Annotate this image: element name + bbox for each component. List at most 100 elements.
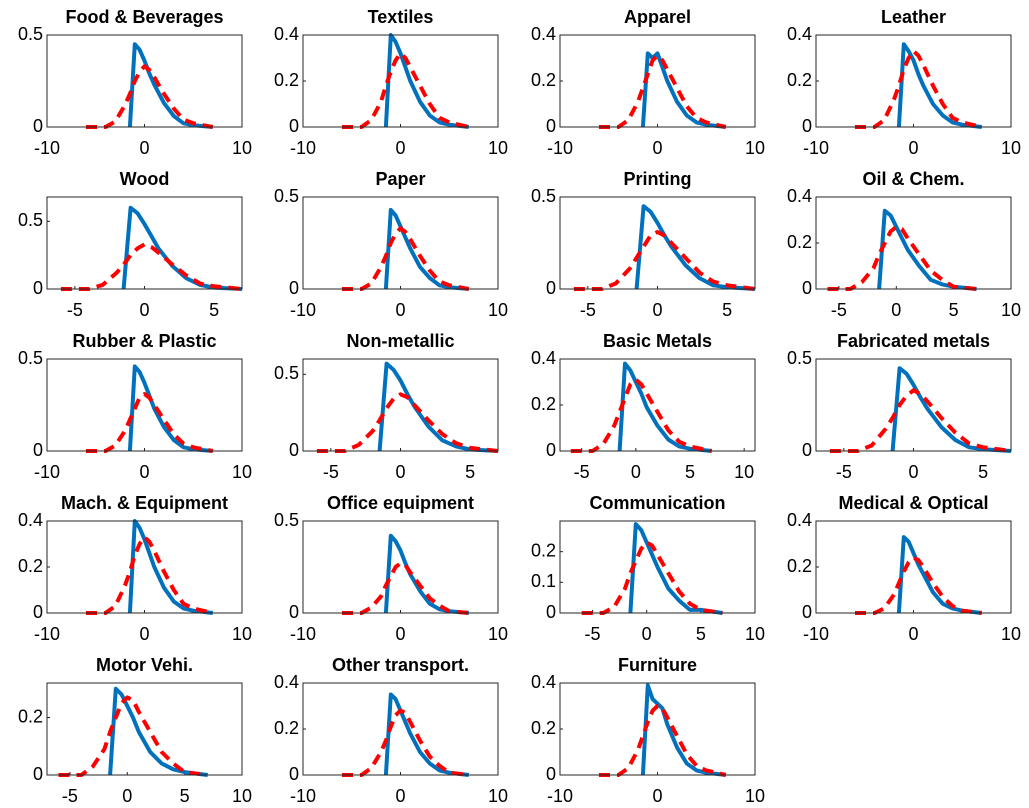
axes-box [815,358,1012,452]
subplot-title: Basic Metals [603,331,712,351]
x-tick-label: -10 [34,462,60,482]
subplot-title: Medical & Optical [838,493,988,513]
axes-box [815,196,1012,290]
y-tick-label: 0.2 [274,70,299,90]
axes-box [815,520,1012,614]
axes-box [46,196,243,290]
x-tick-label: -5 [580,300,596,320]
solid-curve [127,42,213,129]
x-tick-label: 10 [488,624,508,644]
y-tick-label: 0.4 [531,672,556,692]
x-tick-label: 5 [949,300,959,320]
x-tick-label: 0 [395,786,405,806]
y-tick-label: 0.5 [274,363,299,383]
dashed-curve [342,708,470,777]
y-tick-label: 0.2 [274,718,299,738]
x-tick-label: 5 [180,786,190,806]
x-tick-label: -10 [290,624,316,644]
x-tick-label: 0 [122,786,132,806]
x-tick-label: 10 [734,462,754,482]
subplot-title: Office equipment [327,493,474,513]
dashed-curve [855,555,983,615]
solid-curve [628,522,723,615]
subplot-title: Furniture [618,655,697,675]
y-tick-label: 0 [289,116,299,136]
axes-background [47,197,242,289]
axes-box [46,520,243,614]
axes-background [816,359,1011,451]
axes-background [303,197,498,289]
solid-curve [383,207,469,291]
axes-box [559,196,756,290]
y-tick-label: 0 [546,116,556,136]
x-tick-label: 0 [395,138,405,158]
solid-curve [896,535,983,615]
x-tick-label: 0 [891,300,901,320]
y-tick-label: 0 [289,764,299,784]
dashed-curve [86,64,214,129]
x-tick-label: 10 [232,786,252,806]
x-tick-label: 0 [395,624,405,644]
axes-box [46,682,243,776]
x-tick-label: -5 [574,462,590,482]
subplot-title: Oil & Chem. [862,169,964,189]
axes-background [303,683,498,775]
x-tick-label: 10 [488,786,508,806]
subplot-title: Rubber & Plastic [72,331,216,351]
x-tick-label: 10 [232,462,252,482]
axes-box [302,196,499,290]
axes-background [303,359,498,451]
solid-curve [127,364,213,453]
subplot-title: Communication [589,493,725,513]
x-tick-label: 10 [1001,624,1021,644]
y-tick-label: 0 [802,116,812,136]
y-tick-label: 0.4 [531,24,556,44]
axes-box [559,34,756,128]
y-tick-label: 0.2 [787,70,812,90]
x-tick-label: 0 [139,624,149,644]
dashed-curve [855,49,983,129]
y-tick-label: 0.5 [18,24,43,44]
subplot-title: Leather [881,7,946,27]
y-tick-label: 0.2 [531,718,556,738]
dashed-curve [316,392,499,453]
dashed-curve [599,704,727,777]
x-tick-label: 0 [908,462,918,482]
axes-box [302,682,499,776]
subplot-title: Paper [375,169,425,189]
y-tick-label: 0 [802,278,812,298]
subplot-title: Non-metallic [346,331,454,351]
solid-curve [634,204,756,291]
axes-background [560,683,755,775]
y-tick-label: 0.4 [274,24,299,44]
dashed-curve [570,377,713,453]
y-tick-label: 0.4 [18,510,43,530]
y-tick-label: 0 [33,440,43,460]
y-tick-label: 0.5 [18,348,43,368]
x-tick-label: 0 [908,624,918,644]
solid-curve [617,361,712,453]
axes-background [47,35,242,127]
axes-box [815,34,1012,128]
axes-background [560,197,755,289]
x-tick-label: 0 [642,624,652,644]
y-tick-label: 0 [289,602,299,622]
dashed-curve [342,226,470,291]
axes-box [559,520,756,614]
axes-box [46,358,243,452]
x-tick-label: -10 [290,786,316,806]
subplot-title: Mach. & Equipment [61,493,228,513]
axes-background [816,521,1011,613]
y-tick-label: 0.2 [531,540,556,560]
x-tick-label: 5 [209,300,219,320]
subplot-title: Wood [120,169,170,189]
x-tick-label: -10 [34,624,60,644]
subplot-title: Fabricated metals [837,331,990,351]
x-tick-label: 10 [488,300,508,320]
x-tick-label: 10 [1001,300,1021,320]
dashed-curve [599,53,727,129]
y-tick-label: 0.5 [531,186,556,206]
x-tick-label: 0 [908,138,918,158]
axes-box [302,520,499,614]
y-tick-label: 0.4 [787,510,812,530]
